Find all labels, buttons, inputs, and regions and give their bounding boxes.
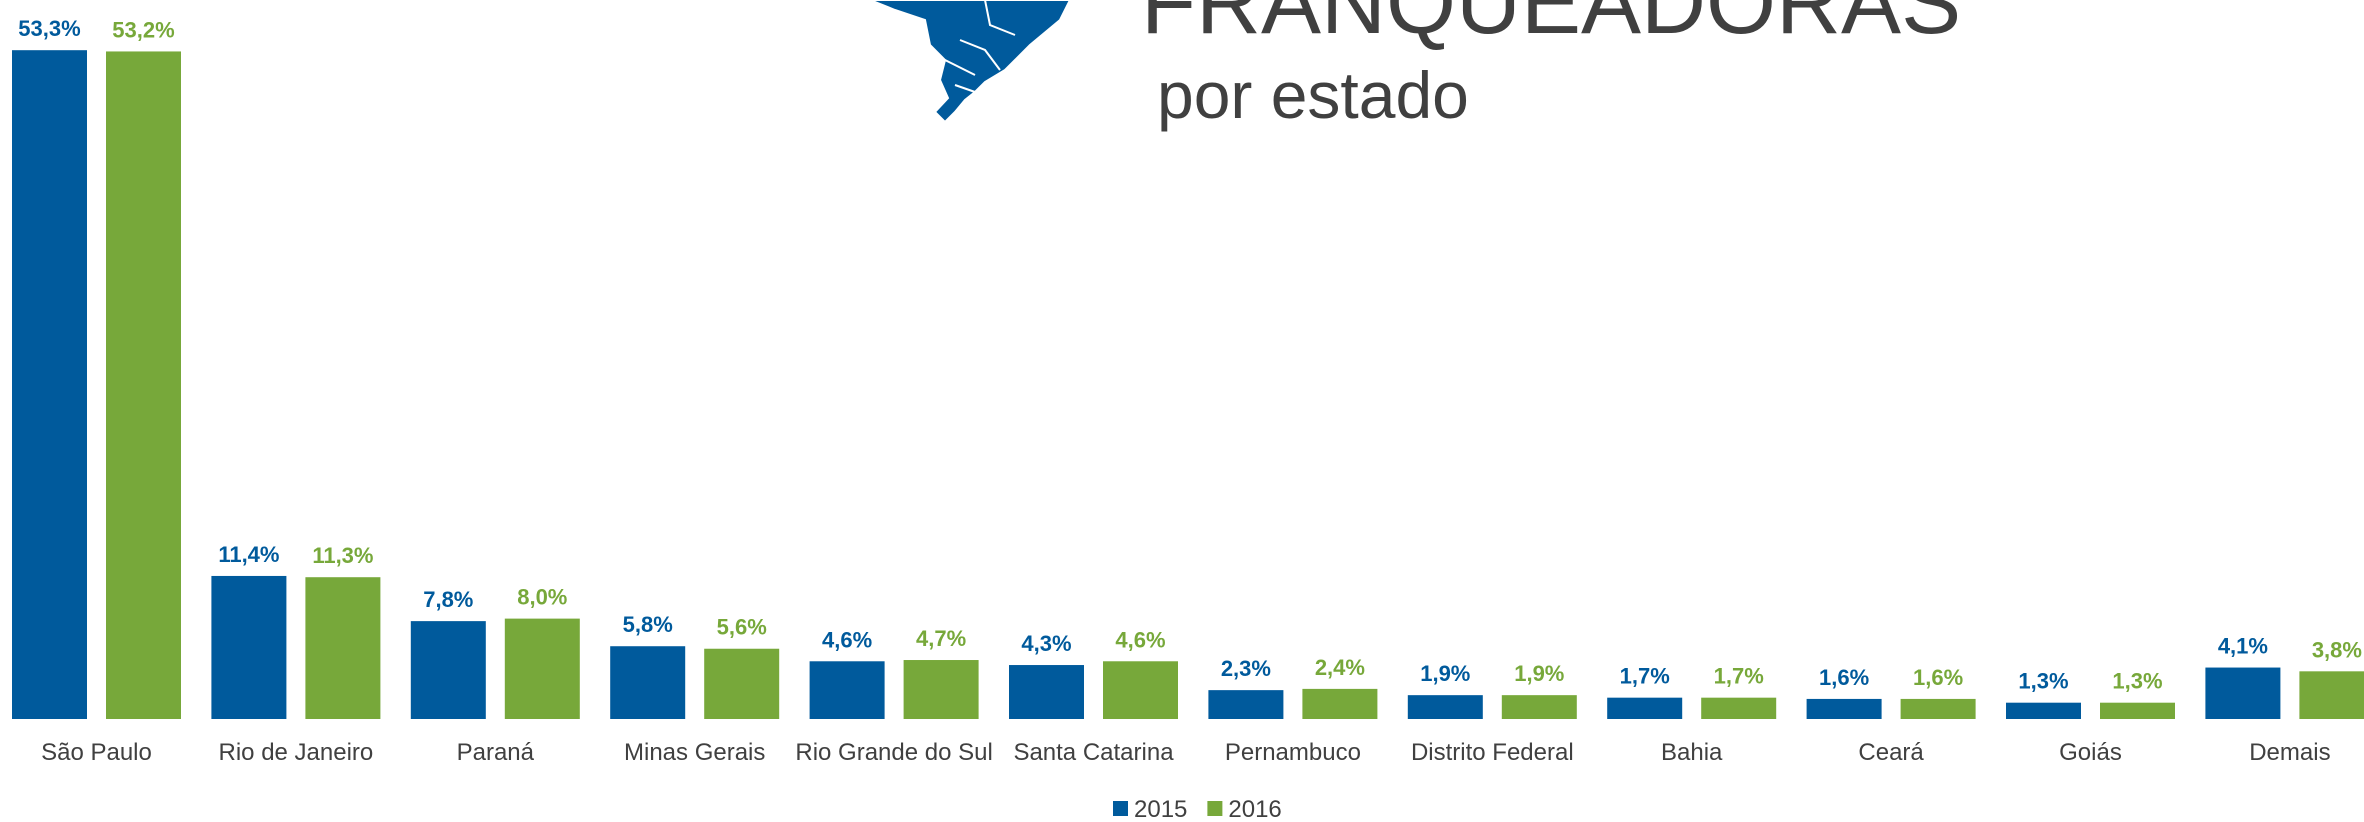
x-tick-label: Santa Catarina <box>1013 739 1174 766</box>
data-label: 1,6% <box>1819 665 1869 690</box>
data-label: 8,0% <box>517 585 567 610</box>
bar <box>2100 702 2175 719</box>
x-tick-label: Rio de Janeiro <box>219 739 374 766</box>
data-label: 1,7% <box>1714 664 1764 689</box>
bar <box>1900 698 1976 719</box>
bar <box>1208 690 1284 719</box>
data-label: 4,1% <box>2218 634 2268 659</box>
legend-swatch <box>1113 801 1128 816</box>
data-label: 4,6% <box>822 627 872 652</box>
data-label: 11,4% <box>218 542 279 567</box>
bar <box>410 621 486 719</box>
bar <box>305 577 381 719</box>
data-label: 4,7% <box>916 626 966 651</box>
data-label: 1,7% <box>1620 664 1670 689</box>
data-label: 2,4% <box>1315 655 1365 680</box>
x-tick-label: Minas Gerais <box>624 739 765 766</box>
bar <box>211 575 287 719</box>
bar <box>1009 665 1084 719</box>
x-tick-label: São Paulo <box>41 739 152 766</box>
x-tick-label: Ceará <box>1858 739 1924 766</box>
x-tick-label: Pernambuco <box>1225 739 1361 766</box>
bar <box>106 51 181 719</box>
data-label: 1,6% <box>1913 665 1963 690</box>
data-label: 5,8% <box>623 612 673 637</box>
bar <box>809 661 885 719</box>
legend-swatch <box>1207 801 1223 816</box>
x-tick-label: Distrito Federal <box>1411 739 1574 766</box>
data-label: 2,3% <box>1221 656 1271 681</box>
data-label: 53,2% <box>112 17 174 42</box>
data-label: 53,3% <box>18 16 80 41</box>
bar <box>1103 661 1178 719</box>
data-label: 11,3% <box>312 543 373 568</box>
bar <box>704 648 780 719</box>
bar <box>1302 688 1378 719</box>
x-tick-label: Paraná <box>457 739 535 766</box>
bar <box>504 618 580 719</box>
data-label: 5,6% <box>717 615 767 640</box>
bar <box>903 660 979 719</box>
bar <box>1806 698 1882 719</box>
data-label: 1,3% <box>2018 669 2068 694</box>
x-tick-label: Goiás <box>2059 739 2122 766</box>
chart-subtitle: por estado <box>1157 58 1469 132</box>
bar <box>2299 671 2364 719</box>
data-label: 3,8% <box>2312 637 2362 662</box>
bar <box>1701 697 1777 719</box>
bar <box>1407 695 1483 719</box>
bar <box>12 50 87 720</box>
data-label: 1,3% <box>2112 669 2162 694</box>
chart-title: FRANQUEADORAS <box>1141 0 1961 53</box>
bar <box>2205 667 2281 719</box>
bar <box>2006 702 2081 719</box>
x-tick-label: Rio Grande do Sul <box>795 739 992 766</box>
brazil-map-icon <box>869 0 1072 124</box>
data-label: 7,8% <box>423 587 473 612</box>
legend-label: 2015 <box>1134 796 1187 822</box>
data-label: 4,3% <box>1021 631 1071 656</box>
brazil-map-borders <box>944 0 1016 93</box>
data-label: 4,6% <box>1115 627 1165 652</box>
x-tick-label: Bahia <box>1661 739 1723 766</box>
data-label: 1,9% <box>1420 661 1470 686</box>
bar <box>1607 697 1683 719</box>
x-tick-label: Demais <box>2249 739 2330 766</box>
legend-label: 2016 <box>1228 796 1281 822</box>
bar <box>610 646 686 719</box>
data-label: 1,9% <box>1514 661 1564 686</box>
bar <box>1501 695 1577 719</box>
